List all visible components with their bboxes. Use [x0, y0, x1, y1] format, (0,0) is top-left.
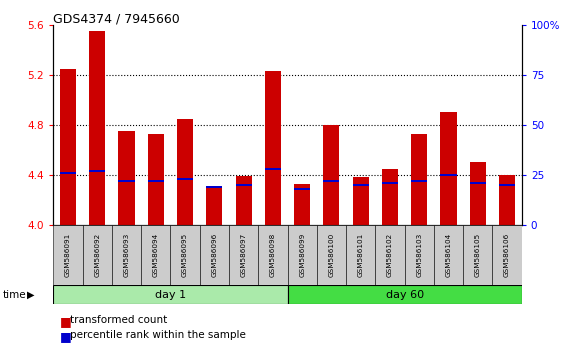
Text: GSM586098: GSM586098	[270, 233, 276, 277]
Bar	[236, 184, 252, 186]
Text: GSM586106: GSM586106	[504, 233, 510, 277]
Text: ■: ■	[60, 315, 72, 328]
Text: GSM586103: GSM586103	[416, 233, 422, 277]
Text: GSM586104: GSM586104	[445, 233, 452, 277]
Bar	[404, 225, 434, 285]
Bar	[89, 31, 105, 225]
Bar	[141, 225, 171, 285]
Text: GSM586095: GSM586095	[182, 233, 188, 277]
Text: day 60: day 60	[385, 290, 424, 300]
Bar	[206, 187, 222, 225]
Bar	[346, 225, 375, 285]
Text: GSM586096: GSM586096	[211, 233, 217, 277]
Bar	[470, 162, 486, 225]
Bar	[53, 225, 82, 285]
Bar	[317, 225, 346, 285]
Bar	[440, 174, 457, 176]
Bar	[82, 225, 112, 285]
Bar	[177, 119, 193, 225]
Bar	[382, 169, 398, 225]
Bar	[206, 185, 222, 188]
Bar	[470, 182, 486, 184]
Bar	[287, 285, 522, 304]
Text: GSM586093: GSM586093	[123, 233, 130, 277]
Text: time: time	[3, 290, 26, 300]
Bar	[463, 225, 493, 285]
Bar	[323, 125, 339, 225]
Text: GSM586105: GSM586105	[475, 233, 481, 277]
Text: GSM586094: GSM586094	[153, 233, 159, 277]
Text: GSM586099: GSM586099	[299, 233, 305, 277]
Text: percentile rank within the sample: percentile rank within the sample	[70, 330, 246, 340]
Bar	[294, 188, 310, 190]
Bar	[200, 225, 229, 285]
Text: GSM586100: GSM586100	[328, 233, 334, 277]
Text: ▶: ▶	[27, 290, 34, 300]
Text: GSM586101: GSM586101	[358, 233, 364, 277]
Bar	[60, 69, 76, 225]
Bar	[382, 182, 398, 184]
Bar	[434, 225, 463, 285]
Text: GSM586097: GSM586097	[241, 233, 247, 277]
Bar	[148, 133, 164, 225]
Bar	[112, 225, 141, 285]
Bar	[375, 225, 404, 285]
Bar	[118, 180, 135, 182]
Bar	[229, 225, 258, 285]
Text: GSM586092: GSM586092	[94, 233, 100, 277]
Bar	[411, 180, 427, 182]
Text: GDS4374 / 7945660: GDS4374 / 7945660	[53, 12, 180, 25]
Bar	[60, 172, 76, 174]
Bar	[353, 177, 369, 225]
Bar	[493, 225, 522, 285]
Bar	[118, 131, 135, 225]
Bar	[258, 225, 287, 285]
Text: ■: ■	[60, 330, 72, 343]
Bar	[171, 225, 200, 285]
Bar	[411, 133, 427, 225]
Bar	[89, 170, 105, 172]
Bar	[353, 184, 369, 186]
Bar	[265, 71, 281, 225]
Text: GSM586091: GSM586091	[65, 233, 71, 277]
Bar	[287, 225, 317, 285]
Bar	[236, 176, 252, 225]
Bar	[499, 175, 515, 225]
Text: day 1: day 1	[155, 290, 186, 300]
Bar	[53, 285, 287, 304]
Bar	[440, 112, 457, 225]
Bar	[177, 178, 193, 180]
Bar	[323, 180, 339, 182]
Bar	[499, 184, 515, 186]
Bar	[148, 180, 164, 182]
Text: GSM586102: GSM586102	[387, 233, 393, 277]
Text: transformed count: transformed count	[70, 315, 167, 325]
Bar	[294, 183, 310, 225]
Bar	[265, 168, 281, 170]
